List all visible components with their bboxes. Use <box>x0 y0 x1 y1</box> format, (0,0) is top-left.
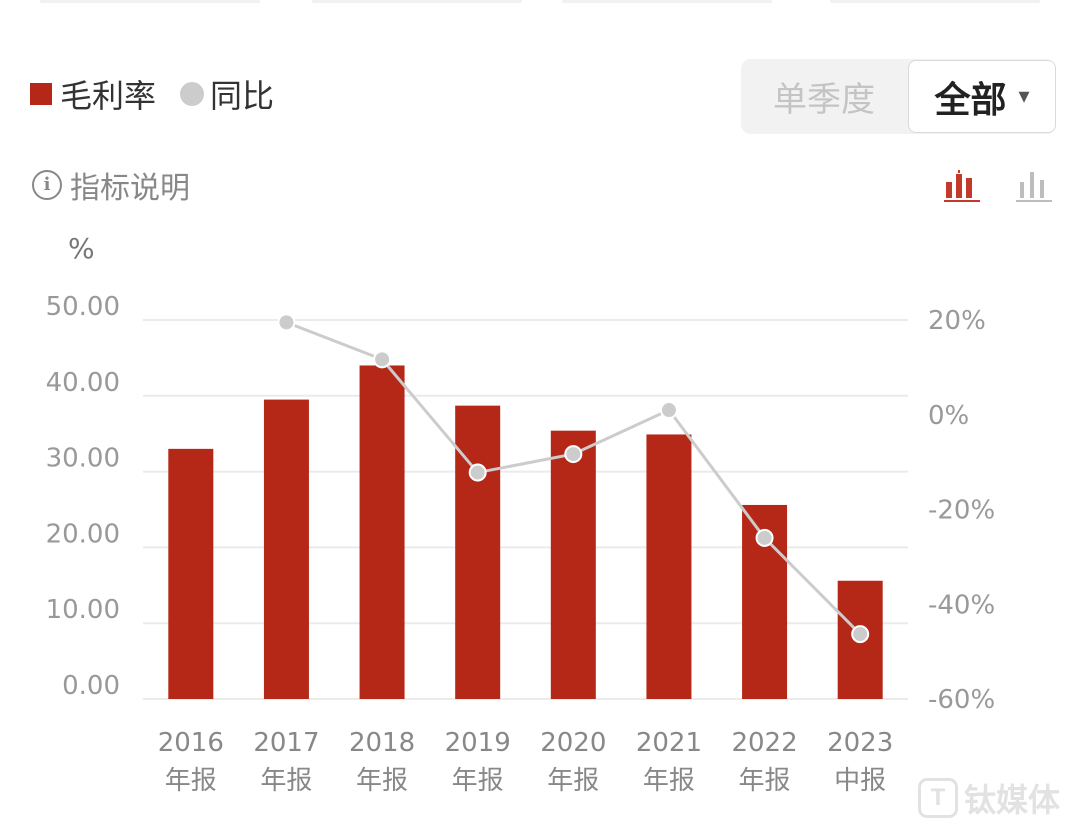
y-axis-tick-label: 50.00 <box>46 292 120 322</box>
bar-chart-icon[interactable] <box>942 168 982 204</box>
tab-indicator <box>830 0 1040 3</box>
period-toggle: 单季度 全部 ▾ <box>741 59 1056 134</box>
tab-indicator <box>40 0 260 3</box>
y-axis-unit-label: % <box>68 232 95 265</box>
x-axis-tick-label: 2018 <box>349 728 415 758</box>
x-axis-tick-label: 2016 <box>158 728 224 758</box>
line-point <box>277 313 296 332</box>
info-circle-icon: i <box>32 170 62 200</box>
x-axis-tick-sublabel: 中报 <box>834 766 886 796</box>
indicator-explanation-link[interactable]: i 指标说明 <box>32 164 190 206</box>
x-axis-tick-label: 2017 <box>253 728 319 758</box>
x-axis-tick-label: 2020 <box>540 728 606 758</box>
bar-chart-outline-icon[interactable] <box>1014 168 1054 204</box>
single-quarter-option[interactable]: 单季度 <box>773 80 875 120</box>
bar <box>263 399 309 699</box>
x-axis-tick-sublabel: 年报 <box>165 766 217 796</box>
top-tab-strip <box>0 0 1087 10</box>
legend-line-swatch <box>180 82 205 106</box>
y-axis-tick-label: 20.00 <box>46 519 120 549</box>
bar <box>550 430 596 699</box>
y2-axis-tick-label: -20% <box>928 496 995 526</box>
chevron-down-icon: ▾ <box>1018 84 1030 109</box>
bar <box>168 448 214 699</box>
y2-axis-tick-label: -60% <box>928 685 995 715</box>
y-axis-tick-label: 0.00 <box>62 671 120 701</box>
bar <box>455 405 501 699</box>
legend-bar-swatch <box>30 83 52 105</box>
x-axis-tick-sublabel: 年报 <box>547 766 599 796</box>
y-axis-tick-label: 10.00 <box>46 595 120 625</box>
y-axis-tick-label: 30.00 <box>46 444 120 474</box>
x-axis-tick-label: 2021 <box>636 728 702 758</box>
line-point <box>755 528 774 547</box>
y2-axis-tick-label: -40% <box>928 590 995 620</box>
y-axis-tick-label: 40.00 <box>46 368 120 398</box>
y2-axis-tick-label: 20% <box>928 306 986 336</box>
chart-legend: 毛利率 同比 <box>30 72 274 116</box>
watermark: T 钛媒体 <box>918 776 1060 820</box>
x-axis-tick-label: 2023 <box>827 728 893 758</box>
line-point <box>564 445 583 464</box>
line-point <box>468 463 487 482</box>
tab-indicator <box>312 0 522 3</box>
y2-axis-tick-label: 0% <box>928 401 969 431</box>
indicator-explanation-label: 指标说明 <box>70 171 190 206</box>
x-axis-tick-sublabel: 年报 <box>356 766 408 796</box>
watermark-logo-icon: T <box>918 778 958 818</box>
line-point <box>373 350 392 369</box>
tab-indicator <box>562 0 772 3</box>
all-periods-dropdown[interactable]: 全部 ▾ <box>908 60 1056 133</box>
x-axis-tick-sublabel: 年报 <box>452 766 504 796</box>
legend-line-label[interactable]: 同比 <box>210 77 275 115</box>
x-axis-tick-sublabel: 年报 <box>260 766 312 796</box>
all-option-label: 全部 <box>934 79 1007 121</box>
legend-bar-label[interactable]: 毛利率 <box>60 77 157 115</box>
bar <box>646 434 692 699</box>
line-point <box>851 625 870 644</box>
x-axis-tick-sublabel: 年报 <box>739 766 791 796</box>
line-point <box>659 401 678 420</box>
watermark-text: 钛媒体 <box>964 781 1061 819</box>
x-axis-tick-label: 2019 <box>445 728 511 758</box>
bar <box>359 365 405 699</box>
x-axis-tick-sublabel: 年报 <box>643 766 695 796</box>
x-axis-tick-label: 2022 <box>731 728 797 758</box>
